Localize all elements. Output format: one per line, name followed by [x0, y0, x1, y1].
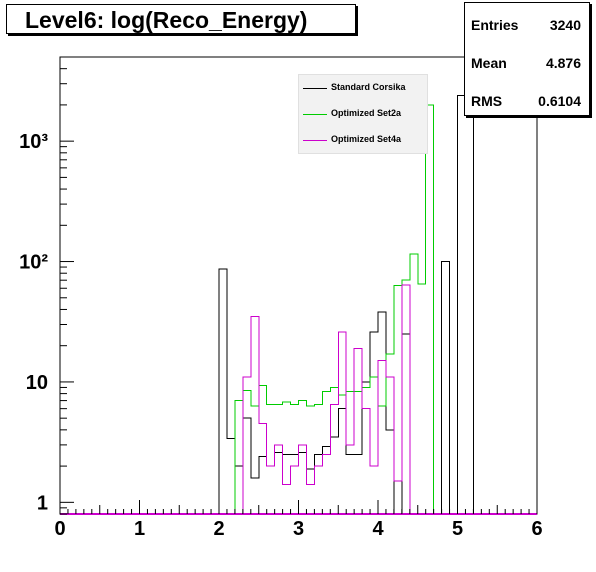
- statistics-box: Entries 3240 Mean 4.876 RMS 0.6104: [464, 2, 590, 116]
- stat-row-entries: Entries 3240: [471, 17, 581, 37]
- legend-label: Optimized Set4a: [331, 134, 402, 144]
- x-tick-label: 1: [134, 518, 145, 540]
- x-tick-label: 0: [54, 518, 65, 540]
- x-tick-label: 4: [372, 518, 384, 540]
- y-tick-label: 1: [37, 492, 48, 514]
- legend-line: [303, 140, 327, 141]
- legend-entry: Optimized Set4a: [303, 133, 427, 149]
- x-tick-label: 5: [452, 518, 463, 540]
- stat-value: 4.876: [545, 55, 581, 71]
- stat-label: Mean: [471, 55, 507, 71]
- histogram-series-line: [234, 104, 435, 514]
- y-tick-label: 10: [26, 372, 48, 394]
- plot-title-box: Level6: log(Reco_Energy): [6, 4, 356, 34]
- x-tick-label: 2: [213, 518, 224, 540]
- histogram-series-line: [242, 284, 411, 514]
- plot-title: Level6: log(Reco_Energy): [25, 7, 308, 33]
- stat-label: Entries: [471, 17, 519, 33]
- y-tick-label: 10²: [19, 252, 48, 274]
- legend-label: Optimized Set2a: [331, 108, 402, 118]
- stat-label: RMS: [471, 93, 503, 109]
- x-tick-label: 3: [293, 518, 304, 540]
- legend: Standard Corsika Optimized Set2a Optimiz…: [298, 74, 428, 154]
- legend-entry: Optimized Set2a: [303, 107, 427, 123]
- legend-line: [303, 114, 327, 115]
- stat-value: 3240: [549, 17, 581, 33]
- stat-row-mean: Mean 4.876: [471, 55, 581, 75]
- stat-row-rms: RMS 0.6104: [471, 93, 581, 113]
- y-tick-label: 10³: [19, 131, 48, 153]
- legend-label: Standard Corsika: [331, 82, 406, 92]
- legend-entry: Standard Corsika: [303, 81, 427, 97]
- legend-line: [303, 88, 327, 89]
- stat-value: 0.6104: [538, 93, 581, 109]
- x-tick-label: 6: [531, 518, 542, 540]
